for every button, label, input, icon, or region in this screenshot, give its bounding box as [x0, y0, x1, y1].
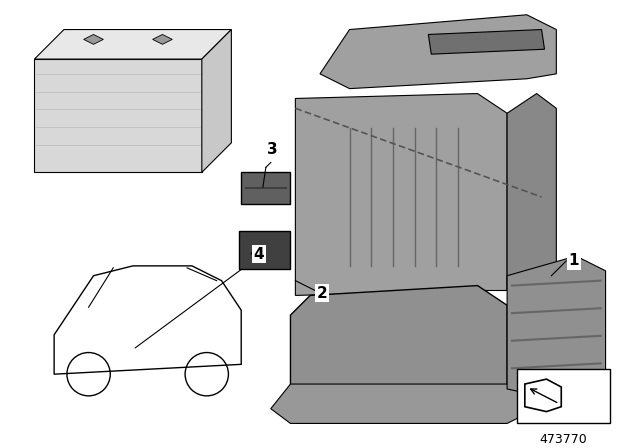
Text: 4: 4: [253, 246, 264, 262]
Polygon shape: [507, 256, 605, 404]
Polygon shape: [35, 30, 232, 59]
Polygon shape: [291, 285, 507, 409]
Polygon shape: [152, 34, 172, 44]
Bar: [517, 369, 611, 423]
Text: 2: 2: [317, 286, 327, 301]
Polygon shape: [271, 369, 537, 423]
Polygon shape: [507, 94, 556, 290]
Polygon shape: [35, 59, 202, 172]
Polygon shape: [320, 15, 556, 89]
FancyBboxPatch shape: [241, 172, 291, 204]
Polygon shape: [84, 34, 103, 44]
Text: 1: 1: [569, 254, 579, 268]
FancyBboxPatch shape: [239, 232, 291, 269]
Polygon shape: [202, 30, 232, 172]
Text: 3: 3: [268, 142, 278, 157]
Text: 473770: 473770: [540, 433, 587, 446]
Polygon shape: [296, 94, 507, 295]
Polygon shape: [428, 30, 545, 54]
